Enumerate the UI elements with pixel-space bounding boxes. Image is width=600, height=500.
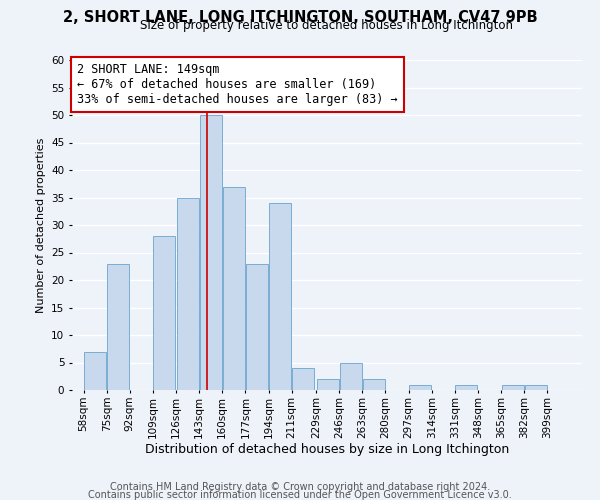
Bar — [502, 384, 524, 390]
Bar — [292, 368, 314, 390]
Bar — [246, 264, 268, 390]
Text: 2 SHORT LANE: 149sqm
← 67% of detached houses are smaller (169)
33% of semi-deta: 2 SHORT LANE: 149sqm ← 67% of detached h… — [77, 64, 398, 106]
Y-axis label: Number of detached properties: Number of detached properties — [35, 138, 46, 312]
Title: Size of property relative to detached houses in Long Itchington: Size of property relative to detached ho… — [140, 20, 514, 32]
Bar — [409, 384, 431, 390]
Bar — [269, 203, 291, 390]
Bar — [317, 379, 338, 390]
Bar — [200, 115, 222, 390]
Bar — [107, 264, 129, 390]
Bar — [84, 352, 106, 390]
Text: Contains public sector information licensed under the Open Government Licence v3: Contains public sector information licen… — [88, 490, 512, 500]
Bar — [176, 198, 199, 390]
Bar — [525, 384, 547, 390]
Text: 2, SHORT LANE, LONG ITCHINGTON, SOUTHAM, CV47 9PB: 2, SHORT LANE, LONG ITCHINGTON, SOUTHAM,… — [62, 10, 538, 25]
Bar — [223, 186, 245, 390]
Bar — [455, 384, 478, 390]
Bar — [154, 236, 175, 390]
X-axis label: Distribution of detached houses by size in Long Itchington: Distribution of detached houses by size … — [145, 443, 509, 456]
Bar — [363, 379, 385, 390]
Bar — [340, 362, 362, 390]
Text: Contains HM Land Registry data © Crown copyright and database right 2024.: Contains HM Land Registry data © Crown c… — [110, 482, 490, 492]
